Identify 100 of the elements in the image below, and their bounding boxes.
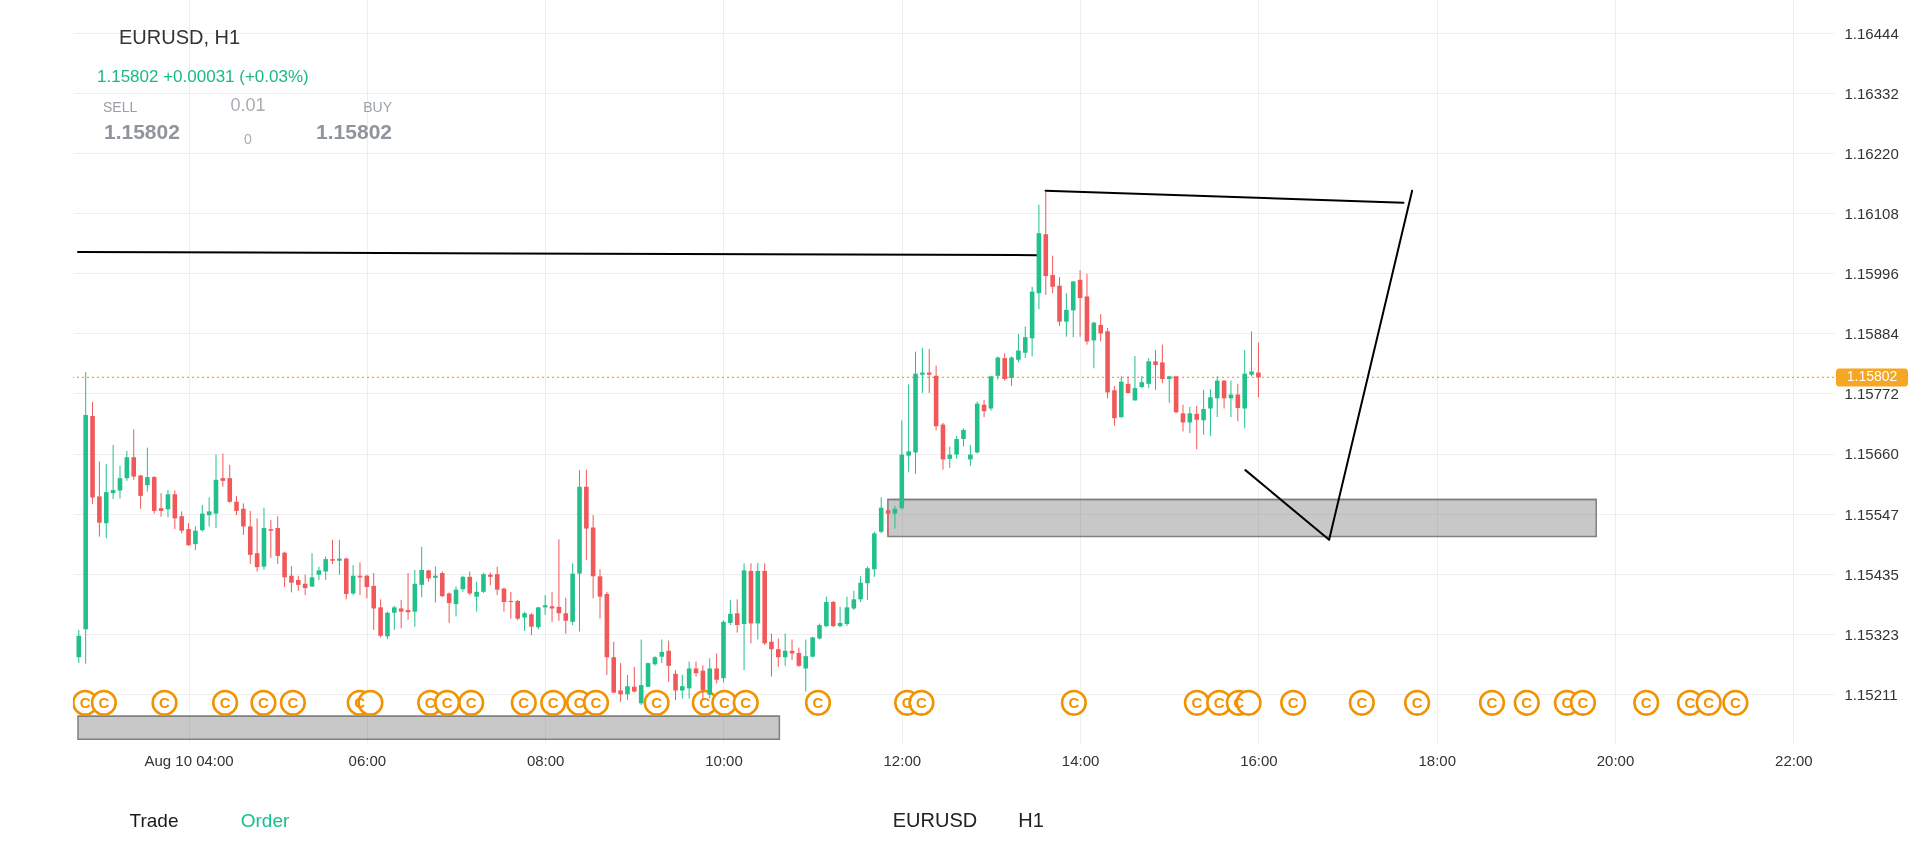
data-label: C [699,693,711,711]
data-label: C [1521,693,1533,711]
candlestick [693,661,699,678]
x-tick-label: 06:00 [348,751,387,769]
candlestick [947,446,953,469]
y-tick-label: 1.15323 [1844,625,1899,643]
y-tick-label: 1.16220 [1844,144,1899,162]
candlestick [1146,357,1151,389]
x-tick-label: Aug 10 04:00 [144,751,234,769]
candlestick [446,591,452,624]
candlestick [625,674,630,701]
annotation: BUY [363,99,393,115]
candlestick [1256,342,1261,398]
candlestick [289,565,294,593]
candlestick [1208,388,1213,437]
data-label: C [1356,693,1368,711]
candlestick [117,465,123,500]
x-tick-label: 22:00 [1775,751,1813,769]
candlestick [954,435,959,460]
candlestick [419,546,424,598]
candlestick [728,599,733,626]
candlestick [515,599,521,621]
data-label: C [98,693,110,711]
candlestick [1160,344,1165,384]
data-label: C [1213,693,1225,711]
data-label: C [915,693,927,711]
x-tick-label: 18:00 [1418,751,1456,769]
y-tick-label: 1.15211 [1844,685,1898,703]
x-tick-label: 12:00 [883,751,922,769]
candlestick [330,539,335,565]
candlestick [481,572,486,594]
data-label: C [547,693,559,711]
y-tick-label: 1.16444 [1844,24,1899,42]
candlestick [659,639,665,664]
candlestick [206,496,212,527]
candlestick [371,572,377,631]
annotation: 1.15802 [316,120,392,143]
candlestick [926,348,932,394]
candlestick [961,427,966,448]
candlestick [1166,375,1172,404]
candlestick [906,383,911,473]
candlestick [241,502,246,536]
candlestick [803,639,809,693]
data-label: C [1703,693,1715,711]
candlestick [618,662,623,703]
y-tick-label: 1.15435 [1844,565,1899,583]
candlestick [158,492,164,518]
candlestick [714,652,719,684]
candlestick [632,666,637,694]
candlestick [474,581,479,613]
candlestick [1022,325,1028,359]
data-label: C [465,693,477,711]
x-tick-label: 08:00 [526,751,565,769]
candlestick [968,444,973,467]
candlestick [885,508,891,538]
data-label: C [258,693,270,711]
annotation: 0.01 [230,95,266,115]
data-label: C [812,693,824,711]
candlestick [186,522,191,547]
data-label: C [1729,693,1741,711]
candlestick [1201,389,1206,436]
candlestick [494,566,500,596]
candlestick [1009,355,1014,387]
data-label: C [718,693,730,711]
candlestick [433,566,438,604]
candlestick [865,566,870,601]
data-label: C [1684,693,1696,711]
candlestick [179,510,184,534]
annotation: 0 [244,131,253,147]
data-label: C [651,693,663,711]
candlestick [673,669,678,701]
data-label: C [1287,693,1299,711]
data-label: C [79,693,91,711]
candlestick [522,611,527,632]
candlestick [234,495,239,516]
candlestick [398,599,404,629]
y-tick-label: 1.15772 [1844,384,1899,402]
data-label: C [1577,693,1589,711]
candlestick [734,598,740,634]
candlestick [439,570,445,598]
candlestick [1002,352,1007,382]
data-label: C [740,693,752,711]
x-tick-label: 14:00 [1061,751,1100,769]
x-tick-label: 20:00 [1596,751,1635,769]
data-label: C [424,693,436,711]
candlestick [1214,375,1220,418]
ref-line-label: 1.15802 [1846,368,1898,385]
data-label: C [441,693,453,711]
data-label: C [1068,693,1080,711]
text: EURUSD [892,809,978,831]
candlestick [138,474,143,510]
candlestick [1050,255,1055,294]
text: Trade [129,810,179,831]
data-label: C [1191,693,1203,711]
text: H1 [1018,809,1044,831]
candlestick [316,566,322,581]
candlestick [385,611,390,640]
data-label: C [1640,693,1652,711]
x-tick-label: 10:00 [705,751,743,769]
candlestick [131,428,137,481]
